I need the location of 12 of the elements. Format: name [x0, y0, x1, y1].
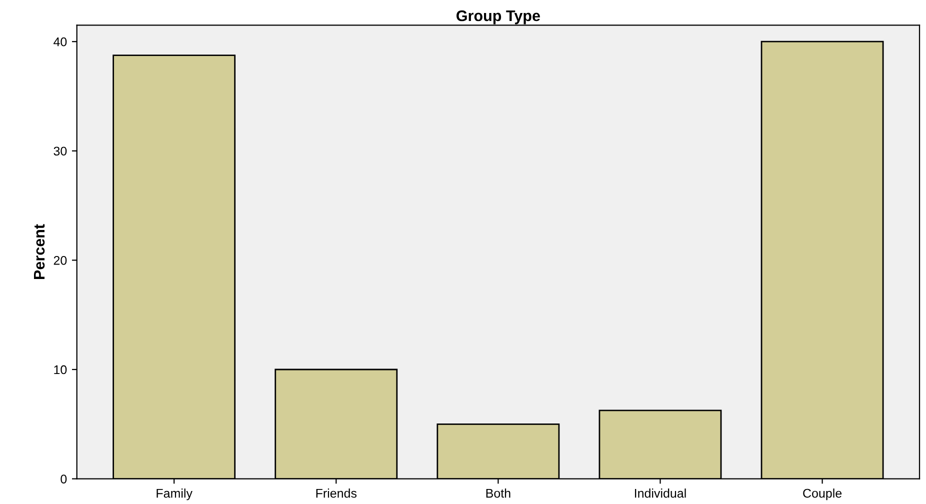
y-tick-label: 40 — [54, 37, 67, 46]
chart-title: Group Type — [456, 10, 540, 24]
x-tick-label: Family — [156, 488, 192, 500]
y-tick-label: 10 — [54, 365, 67, 374]
y-tick-label: 20 — [54, 256, 67, 265]
y-tick-label: 30 — [54, 146, 67, 156]
x-tick-label: Couple — [803, 488, 842, 500]
x-tick-label: Individual — [634, 488, 686, 498]
y-tick-label: 0 — [60, 474, 67, 484]
x-tick-label: Friends — [316, 488, 357, 498]
y-axis-title: Percent — [34, 224, 45, 279]
x-tick-label: Both — [486, 488, 510, 498]
